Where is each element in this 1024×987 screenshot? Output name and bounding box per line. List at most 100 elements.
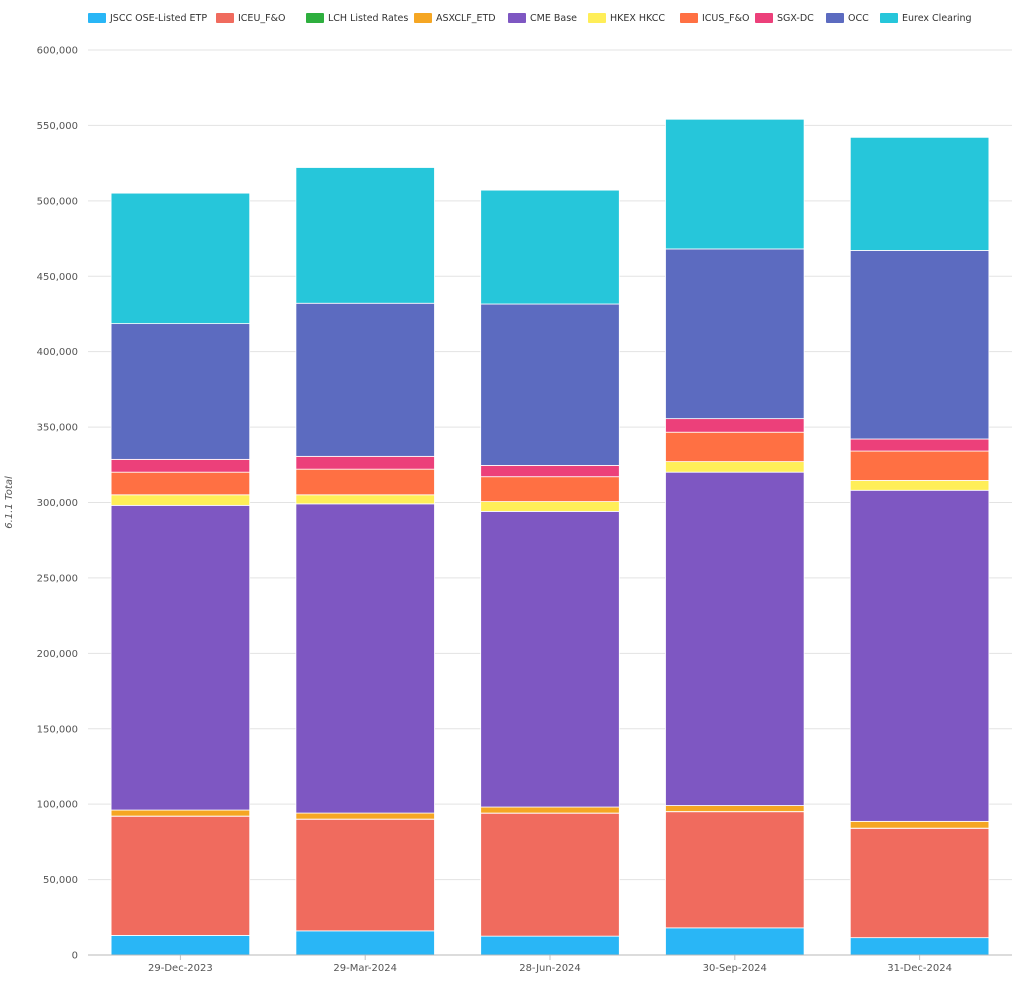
- y-tick-label: 0: [72, 951, 78, 962]
- legend-label: CME Base: [530, 12, 577, 24]
- legend-label: ICEU_F&O: [238, 12, 286, 24]
- bar-segment[interactable]: [849, 489, 990, 822]
- chart-legend: JSCC OSE-Listed ETP ICEU_F&O LCH Listed Ra…: [0, 8, 1024, 28]
- legend-item[interactable]: Eurex Clearing: [880, 8, 972, 28]
- bar-segment[interactable]: [110, 458, 251, 473]
- bar-segment[interactable]: [849, 827, 990, 939]
- bar-segment[interactable]: [480, 935, 620, 956]
- y-tick-label: 400,000: [37, 347, 78, 358]
- bar-segment[interactable]: [295, 494, 435, 505]
- bar-segment[interactable]: [665, 118, 805, 250]
- bar-segment[interactable]: [110, 934, 251, 956]
- y-tick-label: 350,000: [37, 423, 78, 434]
- bar-segment[interactable]: [665, 461, 805, 473]
- bar-segment[interactable]: [295, 302, 435, 457]
- y-tick-label: 150,000: [37, 724, 78, 735]
- bar-segment[interactable]: [665, 431, 805, 463]
- bar-segment[interactable]: [480, 501, 620, 512]
- bar-segment[interactable]: [849, 480, 990, 491]
- bar-segment[interactable]: [110, 471, 251, 496]
- bar-segment[interactable]: [480, 510, 620, 808]
- bar-segment[interactable]: [295, 930, 435, 956]
- bar-segment[interactable]: [665, 471, 805, 806]
- legend-swatch: [588, 13, 606, 23]
- y-tick-label: 500,000: [37, 196, 78, 207]
- legend-swatch: [680, 13, 698, 23]
- legend-label: ASXCLF_ETD: [436, 12, 496, 24]
- y-tick-label: 250,000: [37, 573, 78, 584]
- x-axis-ticks: 29-Dec-2023 29-Mar-2024 28-Jun-2024 30-Sep-…: [148, 955, 952, 974]
- legend-swatch: [414, 13, 432, 23]
- legend-label: JSCC OSE-Listed ETP: [110, 12, 208, 24]
- legend-item[interactable]: HKEX HKCC: [588, 8, 665, 28]
- bar-segment[interactable]: [110, 192, 251, 325]
- bar-segment[interactable]: [665, 811, 805, 929]
- bar-segment[interactable]: [295, 818, 435, 932]
- bar-segment[interactable]: [110, 815, 251, 936]
- legend-label: LCH Listed Rates: [328, 12, 409, 24]
- x-tick-label: 29-Dec-2023: [148, 963, 213, 974]
- bar-segment[interactable]: [295, 167, 435, 304]
- bar-segment[interactable]: [110, 504, 251, 811]
- y-tick-label: 550,000: [37, 121, 78, 132]
- bar-segment[interactable]: [665, 248, 805, 420]
- legend-label: OCC: [848, 12, 869, 24]
- bar-stack[interactable]: [665, 118, 805, 956]
- legend-item[interactable]: LCH Listed Rates: [306, 8, 408, 28]
- bars: [110, 118, 990, 956]
- y-tick-label: 450,000: [37, 272, 78, 283]
- legend-item[interactable]: ASXCLF_ETD: [414, 8, 496, 28]
- y-axis-ticks: 0 50,000 100,000 150,000 200,000 250,000 300,0…: [37, 46, 78, 962]
- bar-segment[interactable]: [665, 805, 805, 812]
- legend-item[interactable]: ICUS_F&O: [680, 8, 750, 28]
- legend-swatch: [826, 13, 844, 23]
- legend-item[interactable]: JSCC OSE-Listed ETP: [88, 8, 207, 28]
- bar-segment[interactable]: [480, 476, 620, 502]
- bar-segment[interactable]: [480, 464, 620, 478]
- x-tick-label: 28-Jun-2024: [519, 963, 581, 974]
- bar-segment[interactable]: [480, 806, 620, 814]
- bar-segment[interactable]: [849, 250, 990, 440]
- y-axis-title: 6.1.1 Total: [4, 476, 15, 529]
- x-tick-label: 30-Sep-2024: [703, 963, 767, 974]
- legend-swatch: [755, 13, 773, 23]
- x-tick-label: 31-Dec-2024: [887, 963, 952, 974]
- bar-segment[interactable]: [665, 927, 805, 956]
- y-tick-label: 200,000: [37, 649, 78, 660]
- bar-segment[interactable]: [849, 438, 990, 452]
- bar-stack[interactable]: [295, 167, 435, 956]
- legend-swatch: [880, 13, 898, 23]
- bar-stack[interactable]: [480, 189, 620, 956]
- bar-segment[interactable]: [480, 812, 620, 937]
- bar-segment[interactable]: [110, 809, 251, 817]
- bar-segment[interactable]: [110, 323, 251, 460]
- bar-stack[interactable]: [110, 192, 251, 956]
- legend-label: SGX-DC: [777, 12, 814, 24]
- bar-stack[interactable]: [849, 136, 990, 956]
- bar-segment[interactable]: [295, 812, 435, 820]
- legend-label: HKEX HKCC: [610, 12, 666, 24]
- legend-item[interactable]: ICEU_F&O: [216, 8, 286, 28]
- bar-segment[interactable]: [110, 494, 251, 506]
- x-tick-label: 29-Mar-2024: [333, 963, 397, 974]
- bar-segment[interactable]: [480, 189, 620, 305]
- bar-segment[interactable]: [480, 303, 620, 466]
- y-tick-label: 100,000: [37, 800, 78, 811]
- legend-item[interactable]: SGX-DC: [755, 8, 814, 28]
- y-tick-label: 50,000: [43, 875, 78, 886]
- legend-item[interactable]: CME Base: [508, 8, 577, 28]
- bar-segment[interactable]: [849, 820, 990, 829]
- bar-segment[interactable]: [295, 503, 435, 814]
- bar-segment[interactable]: [849, 450, 990, 481]
- legend-swatch: [88, 13, 106, 23]
- bar-segment[interactable]: [295, 468, 435, 496]
- bar-segment[interactable]: [665, 418, 805, 433]
- y-tick-label: 600,000: [37, 46, 78, 57]
- legend-swatch: [508, 13, 526, 23]
- bar-segment[interactable]: [295, 455, 435, 470]
- legend-swatch: [216, 13, 234, 23]
- legend-item[interactable]: OCC: [826, 8, 869, 28]
- bar-segment[interactable]: [849, 136, 990, 251]
- bar-segment[interactable]: [849, 937, 990, 956]
